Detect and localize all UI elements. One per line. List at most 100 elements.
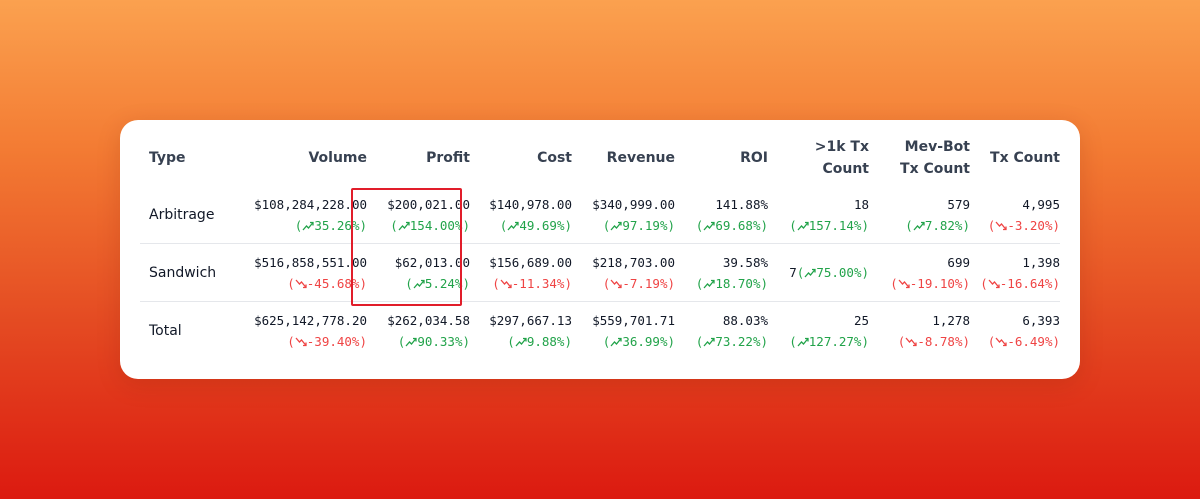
tx-change-value: -3.20% (1007, 217, 1053, 233)
profit-change-value: 154.00% (409, 217, 463, 233)
trend-down-icon (295, 334, 307, 349)
revenue-value: $218,703.00 (592, 254, 675, 270)
cell-cost: $140,978.00 (49.69%) (470, 186, 572, 244)
cell-mev: 699 (-19.10%) (869, 243, 970, 302)
mev-value: 579 (947, 196, 970, 212)
mev-change: (-19.10%) (890, 275, 970, 291)
trend-up-icon (797, 334, 809, 349)
cell-roi: 88.03% (73.22%) (675, 301, 768, 359)
header-1k-tx-count-line2: Count (822, 161, 869, 177)
trend-down-icon (995, 334, 1007, 349)
tx-change-value: -16.64% (999, 275, 1053, 291)
tx-change: (-16.64%) (980, 275, 1060, 291)
header-roi: ROI (740, 150, 768, 166)
profit-value: $262,034.58 (387, 312, 470, 328)
profit-value: $62,013.00 (394, 254, 470, 270)
cost-value: $156,689.00 (489, 254, 572, 270)
trend-down-icon (610, 276, 622, 291)
mev-value: 699 (947, 254, 970, 270)
trend-up-icon (302, 218, 314, 233)
roi-change-value: 73.22% (715, 333, 761, 349)
cell-roi: 141.88% (69.68%) (675, 186, 768, 244)
trend-up-icon (703, 276, 715, 291)
header-revenue: Revenue (606, 150, 675, 166)
volume-change-value: -39.40% (306, 333, 360, 349)
header-tx-count: Tx Count (990, 150, 1060, 166)
k1-change: (127.27%) (789, 333, 869, 349)
roi-value: 141.88% (715, 196, 768, 212)
cell-cost: $156,689.00 (-11.34%) (470, 243, 572, 302)
mev-value: 1,278 (932, 312, 970, 328)
trend-up-icon (405, 334, 417, 349)
volume-change: (-39.40%) (287, 333, 367, 349)
trend-up-icon (515, 334, 527, 349)
profit-change: (154.00%) (390, 217, 470, 233)
volume-change: (-45.68%) (287, 275, 367, 291)
k1-change-value: 157.14% (808, 217, 862, 233)
cell-k1: 18 (157.14%) (768, 186, 869, 244)
row-type-label: Total (140, 301, 229, 359)
roi-value: 39.58% (722, 254, 768, 270)
roi-value: 88.03% (722, 312, 768, 328)
k1-value: 7 (789, 265, 797, 280)
roi-change: (73.22%) (695, 333, 768, 349)
trend-up-icon (507, 218, 519, 233)
cell-profit: $200,021.00 (154.00%) (367, 186, 470, 244)
revenue-change-value: 97.19% (622, 217, 668, 233)
cell-volume: $108,284,228.00 (35.26%) (229, 186, 367, 244)
trend-down-icon (905, 334, 917, 349)
k1-change: (75.00%) (796, 265, 869, 280)
trend-down-icon (295, 276, 307, 291)
cell-k1: 7(75.00%) (768, 243, 869, 302)
roi-change-value: 69.68% (715, 217, 761, 233)
cell-tx: 6,393 (-6.49%) (970, 301, 1060, 359)
volume-change: (35.26%) (294, 217, 367, 233)
volume-change-value: 35.26% (314, 217, 360, 233)
revenue-value: $340,999.00 (592, 196, 675, 212)
k1-value: 25 (853, 312, 869, 328)
profit-change: (90.33%) (397, 333, 470, 349)
k1-change-value: 75.00% (816, 265, 862, 280)
header-volume: Volume (308, 150, 367, 166)
cell-volume: $516,858,551.00 (-45.68%) (229, 243, 367, 302)
trend-up-icon (804, 265, 816, 280)
roi-change-value: 18.70% (715, 275, 761, 291)
revenue-value: $559,701.71 (592, 312, 675, 328)
cost-change-value: -11.34% (511, 275, 565, 291)
cell-tx: 1,398 (-16.64%) (970, 243, 1060, 302)
trend-up-icon (703, 334, 715, 349)
cell-k1: 25 (127.27%) (768, 301, 869, 359)
cost-change: (9.88%) (507, 333, 572, 349)
header-mev-bot-line2: Tx Count (900, 161, 970, 177)
cell-profit: $262,034.58 (90.33%) (367, 301, 470, 359)
trend-up-icon (413, 276, 425, 291)
header-row: Type Volume Profit Cost Revenue ROI >1k … (140, 130, 1060, 186)
mev-stats-table: Type Volume Profit Cost Revenue ROI >1k … (140, 130, 1060, 359)
trend-up-icon (703, 218, 715, 233)
stats-card: Type Volume Profit Cost Revenue ROI >1k … (120, 120, 1080, 379)
mev-change: (7.82%) (905, 217, 970, 233)
row-type-label: Sandwich (140, 243, 229, 302)
profit-value: $200,021.00 (387, 196, 470, 212)
revenue-change: (-7.19%) (602, 275, 675, 291)
roi-change: (18.70%) (695, 275, 768, 291)
tx-change: (-3.20%) (987, 217, 1060, 233)
trend-up-icon (797, 218, 809, 233)
mev-change-value: -19.10% (909, 275, 963, 291)
header-1k-tx-count: >1k Tx Count (768, 130, 869, 186)
mev-change-value: 7.82% (924, 217, 963, 233)
header-mev-bot-line1: Mev-Bot (904, 139, 970, 155)
cost-change-value: 49.69% (519, 217, 565, 233)
trend-up-icon (610, 334, 622, 349)
k1-change-value: 127.27% (808, 333, 862, 349)
volume-change-value: -45.68% (306, 275, 360, 291)
cell-mev: 579 (7.82%) (869, 186, 970, 244)
profit-change-value: 90.33% (417, 333, 463, 349)
volume-value: $108,284,228.00 (254, 196, 367, 212)
header-profit: Profit (426, 150, 470, 166)
cost-change-value: 9.88% (526, 333, 565, 349)
row-type-label: Arbitrage (149, 206, 215, 223)
cell-tx: 4,995 (-3.20%) (970, 186, 1060, 244)
table-row: Total $625,142,778.20(-39.40%) $262,034.58… (140, 301, 1060, 359)
revenue-change-value: -7.19% (622, 275, 668, 291)
